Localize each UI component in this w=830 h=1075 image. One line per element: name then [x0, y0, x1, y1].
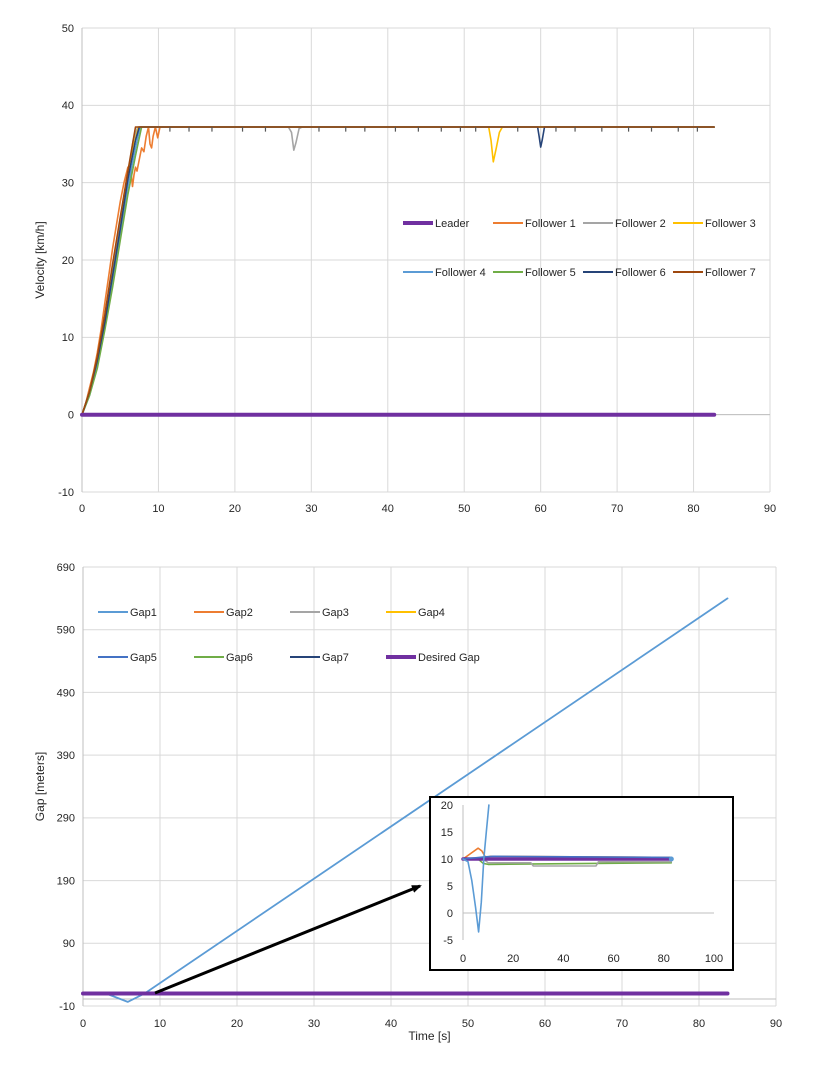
- y-tick-label: -10: [58, 487, 74, 499]
- y-tick-label: 590: [57, 625, 75, 637]
- x-tick-label: 20: [507, 953, 519, 965]
- y-tick-label: 20: [441, 800, 453, 812]
- legend-label: Follower 2: [615, 218, 666, 230]
- inset-end-marker: [668, 856, 674, 862]
- x-tick-label: 80: [687, 503, 699, 515]
- legend-label: Gap1: [130, 607, 157, 619]
- legend-label: Follower 3: [705, 218, 756, 230]
- y-tick-label: 90: [63, 938, 75, 950]
- x-tick-label: 20: [231, 1018, 243, 1030]
- series-line-follower-1: [81, 126, 716, 416]
- y-tick-label: 0: [447, 908, 453, 920]
- legend-label: Follower 5: [525, 267, 576, 279]
- x-tick-label: 10: [152, 503, 164, 515]
- x-tick-label: 40: [385, 1018, 397, 1030]
- x-tick-label: 0: [80, 1018, 86, 1030]
- y-tick-label: 390: [57, 750, 75, 762]
- y-tick-label: 10: [62, 332, 74, 344]
- chart-2-legend: Gap1 Gap2 Gap3 Gap4 Gap5 Gap6 Gap7 Desired Gap: [98, 607, 480, 664]
- y-tick-label: 5: [447, 881, 453, 893]
- zoom-arrow: [154, 884, 422, 995]
- x-tick-label: 70: [616, 1018, 628, 1030]
- series-line-follower-5: [81, 126, 716, 416]
- y-tick-label: -10: [59, 1001, 75, 1013]
- chart-1-series: [80, 126, 717, 417]
- legend-label: Leader: [435, 218, 470, 230]
- y-tick-label: 30: [62, 178, 74, 190]
- x-tick-label: 10: [154, 1018, 166, 1030]
- y-tick-label: 40: [62, 100, 74, 112]
- x-tick-label: 80: [693, 1018, 705, 1030]
- y-tick-label: 15: [441, 827, 453, 839]
- legend-label: Gap7: [322, 652, 349, 664]
- x-tick-label: 0: [460, 953, 466, 965]
- legend-label: Follower 4: [435, 267, 486, 279]
- x-tick-label: 90: [770, 1018, 782, 1030]
- x-tick-label: 50: [462, 1018, 474, 1030]
- legend-label: Follower 1: [525, 218, 576, 230]
- series-line-follower-7: [81, 126, 716, 416]
- chart-3-series: [461, 804, 674, 933]
- legend-label: Gap5: [130, 652, 157, 664]
- y-tick-label: 50: [62, 23, 74, 35]
- legend-label: Desired Gap: [418, 652, 480, 664]
- inset-ticks: 0 20 40 60 80 100 -5 0 5 10 15 20: [441, 800, 723, 965]
- x-tick-label: 50: [458, 503, 470, 515]
- legend-label: Gap3: [322, 607, 349, 619]
- y-tick-label: 690: [57, 562, 75, 574]
- x-tick-label: 60: [607, 953, 619, 965]
- chart-2-series: [81, 597, 730, 1003]
- y-axis-label: Gap [meters]: [33, 752, 47, 821]
- y-tick-label: 490: [57, 687, 75, 699]
- x-tick-label: 90: [764, 503, 776, 515]
- y-tick-label: 20: [62, 255, 74, 267]
- chart-1-legend: Leader Follower 1 Follower 2 Follower 3 Foll…: [403, 218, 756, 279]
- x-tick-label: 60: [539, 1018, 551, 1030]
- inset-frame: [429, 796, 734, 971]
- x-tick-label: 30: [308, 1018, 320, 1030]
- x-tick-label: 40: [557, 953, 569, 965]
- series-line-inset-4: [462, 855, 673, 860]
- x-tick-label: 30: [305, 503, 317, 515]
- legend-label: Follower 6: [615, 267, 666, 279]
- x-tick-label: 70: [611, 503, 623, 515]
- legend-label: Gap2: [226, 607, 253, 619]
- x-tick-label: 100: [705, 953, 723, 965]
- chart-1-speed-ticks: [169, 126, 698, 132]
- y-tick-label: 0: [68, 410, 74, 422]
- y-tick-label: 190: [57, 875, 75, 887]
- x-tick-label: 20: [229, 503, 241, 515]
- x-tick-label: 0: [79, 503, 85, 515]
- y-tick-label: 10: [441, 854, 453, 866]
- x-tick-label: 60: [535, 503, 547, 515]
- x-axis-label: Time [s]: [408, 1029, 450, 1043]
- x-tick-label: 80: [658, 953, 670, 965]
- series-line-inset-5: [462, 804, 490, 933]
- y-axis-label: Velocity [km/h]: [33, 221, 47, 298]
- series-line-follower-6: [81, 126, 716, 416]
- legend-label: Gap4: [418, 607, 445, 619]
- y-tick-label: -5: [443, 935, 453, 947]
- legend-label: Gap6: [226, 652, 253, 664]
- x-tick-label: 40: [382, 503, 394, 515]
- legend-label: Follower 7: [705, 267, 756, 279]
- y-tick-label: 290: [57, 813, 75, 825]
